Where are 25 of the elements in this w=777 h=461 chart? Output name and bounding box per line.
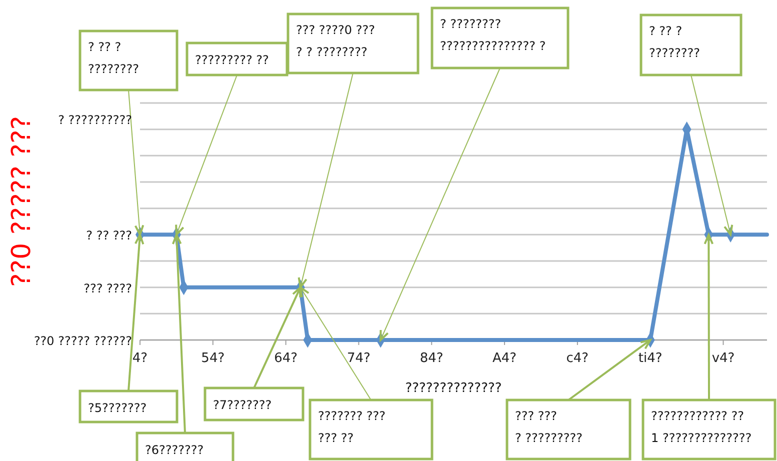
x-tick-label: 74?	[346, 351, 370, 366]
text: ? ?? ???	[86, 228, 132, 243]
annotation: ??? ??? ? ?????????	[515, 409, 583, 445]
text: ??0 ????? ??????	[34, 334, 132, 348]
text: ??? ????	[84, 281, 132, 296]
text: ??????? ??? ??? ??	[318, 409, 386, 445]
text: ? ???????? ??????????????? ?	[440, 17, 546, 53]
text: ?6???????	[145, 443, 204, 457]
text: ????????? ??	[195, 53, 269, 67]
x-tick-label: v4?	[712, 351, 735, 366]
x-axis-title: ??????????????	[405, 381, 502, 396]
text: ?7???????	[213, 398, 272, 412]
x-tick-label: c4?	[566, 351, 589, 366]
x-tick-label: A4?	[492, 351, 517, 366]
x-tick-label: 54?	[201, 351, 225, 366]
annotation: ?5???????	[88, 401, 147, 415]
text: ??? ????0 ??? ? ? ????????	[296, 23, 375, 59]
x-tick-label: 84?	[420, 351, 444, 366]
text: ???????????? ?? 1 ??????????????	[651, 409, 752, 445]
text: ? ?? ? ????????	[649, 24, 700, 60]
x-tick-label: 64?	[274, 351, 298, 366]
y-axis-title: ??0 ????? ???	[7, 116, 37, 288]
x-tick-label: ti4?	[638, 351, 662, 366]
annotation: ? ?? ? ????????	[88, 40, 139, 76]
x-tick-label: 4?	[132, 351, 148, 366]
